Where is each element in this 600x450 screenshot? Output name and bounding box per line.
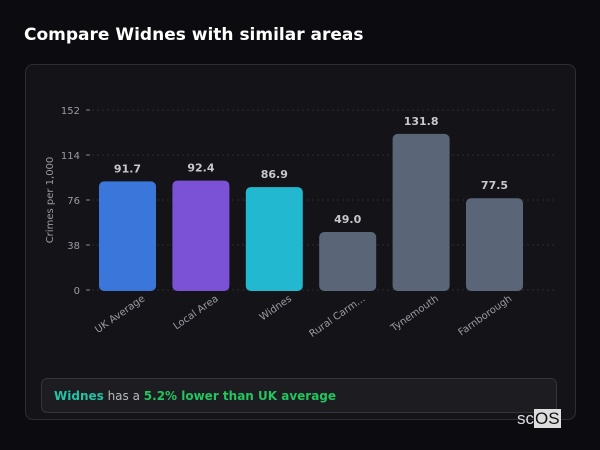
y-tick-label: 114 [61, 151, 80, 162]
page-title: Compare Widnes with similar areas [24, 25, 364, 45]
summary-comparison: 5.2% lower than UK average [143, 389, 337, 403]
data-label: 92.4 [187, 162, 214, 175]
bar [99, 181, 156, 291]
summary-box: Widnes has a 5.2% lower than UK average [41, 378, 557, 413]
x-tick-label: UK Average [93, 293, 147, 335]
bar [392, 133, 450, 291]
summary-area: Widnes [54, 389, 104, 403]
x-tick-label: Rural Carm... [308, 293, 368, 339]
watermark-logo: scOS [517, 409, 561, 428]
summary-text: has a [103, 389, 144, 403]
bar [172, 180, 230, 291]
data-label: 91.7 [114, 162, 141, 175]
y-axis-label: Crimes per 1,000 [45, 157, 56, 244]
data-label: 77.5 [481, 179, 508, 192]
data-label: 131.8 [404, 115, 439, 128]
bar [319, 231, 377, 291]
x-tick-label: Farnborough [457, 293, 515, 338]
y-tick-label: 76 [67, 196, 80, 207]
x-tick-label: Tynemouth [388, 293, 441, 334]
y-tick-label: 38 [67, 241, 80, 252]
y-tick-label: 152 [61, 106, 80, 117]
data-label: 86.9 [261, 168, 288, 181]
x-tick-label: Local Area [172, 293, 221, 332]
bar [466, 198, 523, 291]
data-label: 49.0 [334, 213, 361, 226]
x-tick-label: Widnes [258, 293, 294, 323]
bar [245, 187, 303, 291]
y-tick-label: 0 [74, 286, 80, 297]
